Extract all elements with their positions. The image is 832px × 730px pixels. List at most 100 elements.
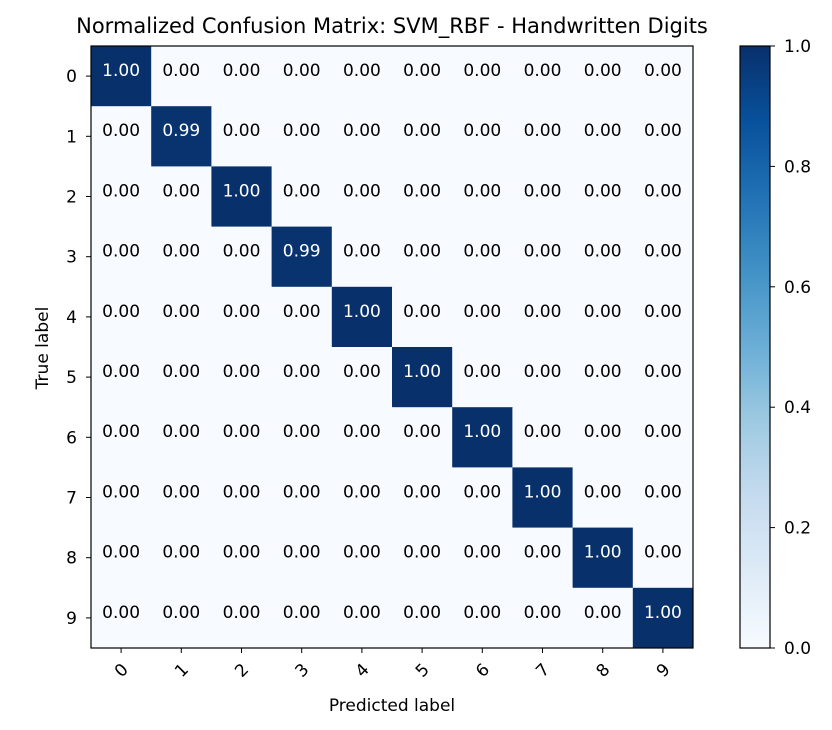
cell-value-label-9-2: 0.00: [223, 603, 261, 623]
cell-value-label-4-1: 0.00: [162, 302, 200, 322]
heatmap-cell-0-3: [271, 46, 333, 107]
heatmap-cell-2-5: [392, 166, 453, 228]
heatmap-cell-3-4: [331, 226, 393, 288]
y-axis-label: True label: [33, 307, 53, 391]
heatmap-cell-9-5: [392, 587, 453, 649]
cell-value-label-5-6: 0.00: [463, 362, 501, 382]
heatmap-cell-7-7: [512, 467, 574, 529]
y-tick-label-2: 2: [66, 188, 77, 208]
cell-value-label-2-2: 1.00: [223, 181, 261, 201]
heatmap-cell-6-6: [452, 407, 513, 468]
cell-value-label-4-8: 0.00: [584, 302, 622, 322]
cell-value-label-0-5: 0.00: [403, 61, 441, 81]
heatmap-cell-0-6: [452, 46, 513, 107]
cell-value-label-5-4: 0.00: [343, 362, 381, 382]
cell-value-label-0-0: 1.00: [102, 61, 140, 81]
x-tick-label-3: 3: [292, 660, 314, 682]
cell-value-label-0-8: 0.00: [584, 61, 622, 81]
y-tick-label-8: 8: [66, 549, 77, 569]
cell-value-label-3-9: 0.00: [644, 242, 682, 262]
heatmap-cell-2-4: [331, 166, 393, 228]
heatmap-cell-8-6: [452, 527, 513, 589]
cell-value-label-7-2: 0.00: [223, 482, 261, 502]
y-tick-label-6: 6: [66, 428, 77, 448]
cell-value-label-2-8: 0.00: [584, 181, 622, 201]
heatmap-cell-8-5: [392, 527, 453, 589]
heatmap-cells: [91, 46, 694, 649]
heatmap-cell-4-6: [452, 286, 513, 348]
cell-value-label-4-3: 0.00: [283, 302, 321, 322]
heatmap-cell-2-3: [271, 166, 333, 228]
cell-value-label-9-9: 1.00: [644, 603, 682, 623]
x-tick-label-6: 6: [472, 660, 494, 682]
x-tick-label-0: 0: [111, 660, 133, 682]
cell-value-label-3-6: 0.00: [463, 242, 501, 262]
heatmap-cell-9-1: [151, 587, 212, 649]
cell-value-label-1-3: 0.00: [283, 121, 321, 141]
heatmap-cell-8-9: [632, 527, 694, 589]
heatmap-cell-0-5: [392, 46, 453, 107]
cell-value-label-9-6: 0.00: [463, 603, 501, 623]
heatmap-cell-8-7: [512, 527, 574, 589]
colorbar-tick-label-0.6: 0.6: [784, 278, 811, 298]
heatmap-cell-6-8: [572, 407, 634, 468]
plot-frame: [90, 45, 694, 649]
cell-value-label-3-1: 0.00: [162, 242, 200, 262]
heatmap-cell-7-6: [452, 467, 513, 529]
heatmap-cell-3-8: [572, 226, 634, 288]
cell-value-label-6-5: 0.00: [403, 422, 441, 442]
cell-value-label-6-1: 0.00: [162, 422, 200, 442]
cell-value-label-4-5: 0.00: [403, 302, 441, 322]
cell-value-label-1-8: 0.00: [584, 121, 622, 141]
heatmap-cell-4-4: [331, 286, 393, 348]
heatmap-cell-9-6: [452, 587, 513, 649]
cell-value-label-6-0: 0.00: [102, 422, 140, 442]
x-tick-label-1: 1: [171, 660, 193, 682]
x-tick-label-9: 9: [653, 660, 675, 682]
cell-value-label-4-2: 0.00: [223, 302, 261, 322]
heatmap-cell-9-8: [572, 587, 634, 649]
heatmap-cell-5-4: [331, 347, 393, 408]
heatmap-cell-4-3: [271, 286, 333, 348]
heatmap-cell-3-6: [452, 226, 513, 288]
cell-value-label-0-3: 0.00: [283, 61, 321, 81]
cell-value-label-3-4: 0.00: [343, 242, 381, 262]
cell-value-label-9-4: 0.00: [343, 603, 381, 623]
heatmap-cell-2-0: [91, 166, 152, 228]
cell-value-label-6-2: 0.00: [223, 422, 261, 442]
cell-value-label-8-1: 0.00: [162, 543, 200, 563]
cell-value-label-7-4: 0.00: [343, 482, 381, 502]
heatmap-cell-8-4: [331, 527, 393, 589]
heatmap-cell-6-5: [392, 407, 453, 468]
heatmap-cell-7-5: [392, 467, 453, 529]
cell-value-label-7-8: 0.00: [584, 482, 622, 502]
cell-value-label-6-8: 0.00: [584, 422, 622, 442]
heatmap-cell-4-2: [211, 286, 273, 348]
cell-value-label-8-0: 0.00: [102, 543, 140, 563]
heatmap-cell-3-0: [91, 226, 152, 288]
heatmap-cell-8-8: [572, 527, 634, 589]
colorbar-tick-label-0.8: 0.8: [784, 157, 811, 177]
heatmap-cell-0-2: [211, 46, 273, 107]
y-axis-ticks: 0 1 2 3 4 5 6 7 8 9: [66, 67, 91, 629]
cell-value-label-2-4: 0.00: [343, 181, 381, 201]
cell-value-label-7-7: 1.00: [524, 482, 562, 502]
heatmap-cell-6-1: [151, 407, 212, 468]
cell-value-label-5-0: 0.00: [102, 362, 140, 382]
x-tick-label-7: 7: [532, 660, 554, 682]
cell-value-label-3-0: 0.00: [102, 242, 140, 262]
x-tick-label-8: 8: [593, 660, 615, 682]
heatmap-cell-3-1: [151, 226, 212, 288]
cell-value-label-0-4: 0.00: [343, 61, 381, 81]
heatmap-cell-5-9: [632, 347, 694, 408]
cell-value-label-0-1: 0.00: [162, 61, 200, 81]
heatmap-cell-7-0: [91, 467, 152, 529]
heatmap-cell-1-9: [632, 106, 694, 167]
heatmap-cell-0-4: [331, 46, 393, 107]
heatmap-cell-1-5: [392, 106, 453, 167]
heatmap-cell-5-3: [271, 347, 333, 408]
heatmap-cell-1-6: [452, 106, 513, 167]
heatmap-cell-5-5: [392, 347, 453, 408]
cell-value-label-9-7: 0.00: [524, 603, 562, 623]
